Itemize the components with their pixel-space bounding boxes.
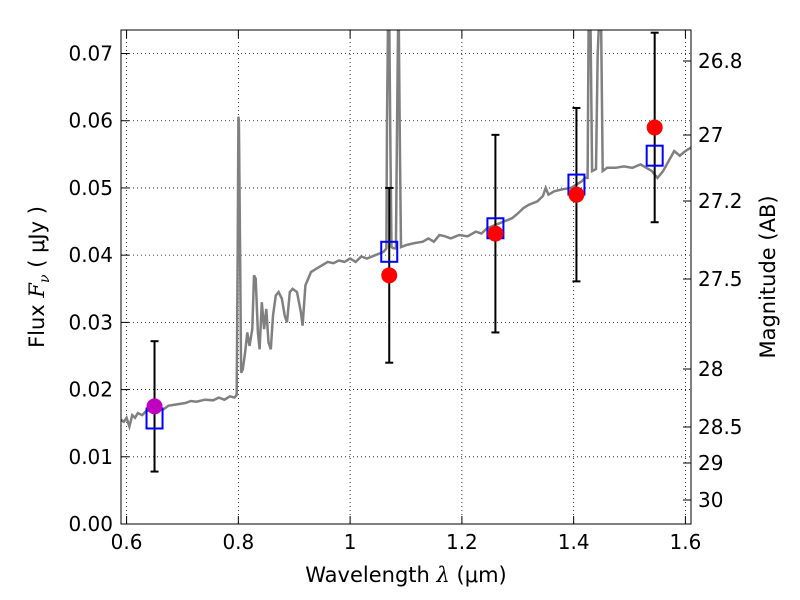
- x-tick-label: 1.6: [670, 530, 702, 554]
- y-tick-label: 0.02: [68, 378, 113, 402]
- y-axis-ticks: 0.00 0.01 0.02 0.03 0.04 0.05 0.06 0.07: [68, 42, 129, 536]
- mag-tick-label: 26.8: [698, 49, 743, 73]
- x-tick-label: 1.2: [446, 530, 478, 554]
- mag-tick-label: 27.2: [698, 189, 743, 213]
- model-flux-square: [380, 240, 399, 263]
- gridlines: [121, 30, 691, 525]
- y-tick-label: 0.05: [68, 176, 113, 200]
- x-axis-label: Wavelength λ (μm): [305, 563, 506, 587]
- mag-tick-label: 28.5: [698, 415, 743, 439]
- x-tick-label: 0.8: [222, 530, 254, 554]
- mag-axis-ticks: 26.8 27 27.2 27.5 28 28.5 29 30: [683, 49, 743, 512]
- mag-tick-label: 27.5: [698, 267, 743, 291]
- mag-tick-label: 27: [698, 123, 723, 147]
- y-tick-label: 0.01: [68, 445, 113, 469]
- y-tick-label: 0.04: [68, 243, 113, 267]
- model-flux-square: [645, 144, 664, 167]
- magnitude-axis-label: Magnitude (AB): [756, 195, 780, 358]
- x-tick-label: 1: [344, 530, 357, 554]
- spectrum-layer: [121, 30, 691, 432]
- mag-tick-label: 28: [698, 357, 723, 381]
- mag-tick-label: 30: [698, 488, 723, 512]
- sed-spectrum-line: [121, 30, 691, 432]
- x-tick-label: 0.6: [111, 530, 143, 554]
- y-tick-label: 0.00: [68, 512, 113, 536]
- y-tick-label: 0.07: [68, 42, 113, 66]
- observed-flux-point: [381, 267, 398, 284]
- x-axis-ticks: 0.6 0.8 1 1.2 1.4 1.6: [111, 30, 702, 554]
- observed-flux-point: [487, 225, 504, 242]
- plot-frame: [120, 29, 692, 525]
- y-tick-label: 0.06: [68, 109, 113, 133]
- observed-flux-point: [646, 119, 663, 136]
- observed-flux-point: [146, 398, 163, 415]
- y-tick-label: 0.03: [68, 310, 113, 334]
- observed-flux-point: [568, 186, 585, 203]
- data-points-layer: [145, 31, 664, 473]
- y-axis-label: Flux Fν ( μJy ): [25, 206, 53, 348]
- mag-tick-label: 29: [698, 451, 723, 475]
- x-tick-label: 1.4: [558, 530, 590, 554]
